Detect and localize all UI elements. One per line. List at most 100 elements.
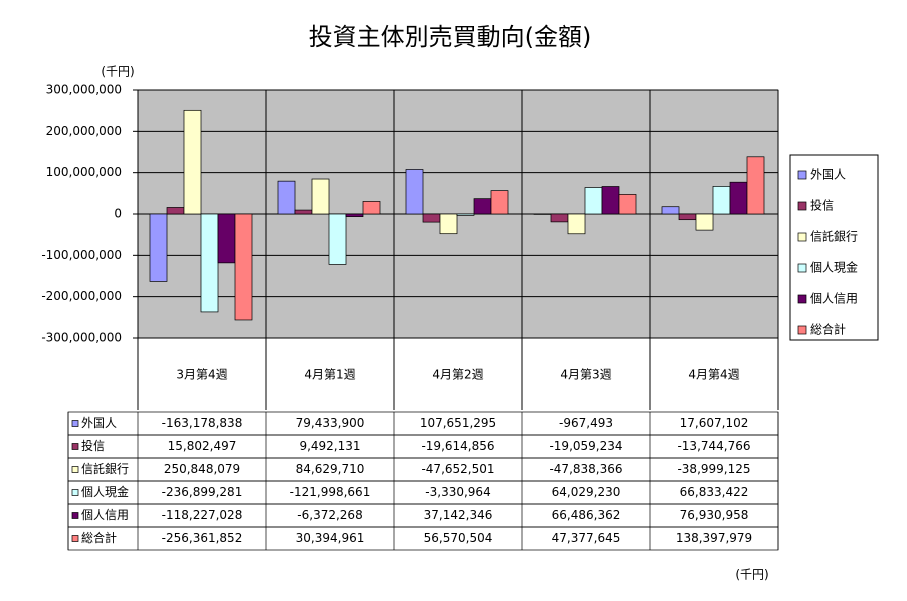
bar [362, 201, 381, 215]
y-tick-label: 200,000,000 [46, 124, 122, 138]
table-cell: 138,397,979 [676, 531, 752, 545]
table-series-name: 外国人 [81, 416, 117, 430]
bar [149, 213, 168, 282]
table-cell: -47,838,366 [549, 462, 622, 476]
y-tick-label: 0 [114, 207, 122, 221]
bar [456, 213, 475, 216]
legend-swatch [797, 170, 807, 180]
x-tick-label: 4月第1週 [304, 368, 355, 382]
table-cell: 47,377,645 [552, 531, 621, 545]
table-cell: -163,178,838 [162, 416, 243, 430]
table-cell: 66,833,422 [680, 485, 749, 499]
legend-label: 外国人 [810, 168, 846, 182]
legend-swatch [797, 263, 807, 273]
table-cell: -13,744,766 [677, 439, 750, 453]
y-unit: (千円) [101, 65, 134, 79]
bar [661, 206, 680, 215]
legend-label: 投信 [810, 198, 834, 213]
table-series-name: 信託銀行 [81, 461, 129, 476]
table-cell: 79,433,900 [296, 416, 365, 430]
table-cell: 107,651,295 [420, 416, 496, 430]
chart-title: 投資主体別売買動向(金額) [309, 23, 592, 51]
table-cell: 76,930,958 [680, 508, 749, 522]
table-cell: 66,486,362 [552, 508, 621, 522]
x-tick-label: 4月第4週 [688, 368, 739, 382]
table-legend-key [71, 466, 79, 473]
table-cell: -38,999,125 [677, 462, 750, 476]
table-cell: 37,142,346 [424, 508, 493, 522]
bar [550, 213, 569, 223]
bar [200, 213, 219, 313]
table-legend-key [71, 420, 79, 427]
bar [217, 213, 236, 264]
y-tick-label: 300,000,000 [46, 83, 122, 97]
bar [678, 213, 697, 221]
bar [729, 181, 748, 215]
table-cell: -121,998,661 [290, 485, 371, 499]
bar [328, 213, 347, 265]
bar [712, 186, 731, 215]
table-cell: -236,899,281 [162, 485, 243, 499]
table-cell: -19,059,234 [549, 439, 622, 453]
bar [166, 207, 185, 215]
table-cell: 15,802,497 [168, 439, 237, 453]
table-cell: 250,848,079 [164, 462, 240, 476]
bar [294, 209, 313, 215]
table-cell: -6,372,268 [297, 508, 362, 522]
bar [695, 213, 714, 231]
bar [746, 156, 765, 215]
bar [584, 187, 603, 215]
bar [422, 213, 441, 223]
table-cell: 9,492,131 [299, 439, 360, 453]
table-legend-key [71, 443, 79, 450]
y-tick-label: -200,000,000 [41, 289, 122, 303]
table-cell: 30,394,961 [296, 531, 365, 545]
legend-swatch [797, 232, 807, 242]
table-series-name: 個人現金 [81, 484, 129, 499]
legend-label: 信託銀行 [810, 229, 858, 244]
y-tick-label: -300,000,000 [41, 331, 122, 345]
table-legend-key [71, 489, 79, 496]
table-series-name: 個人信用 [81, 508, 129, 522]
legend-label: 個人信用 [810, 292, 858, 306]
bar [405, 169, 424, 215]
legend-label: 総合計 [810, 322, 846, 337]
legend-swatch [797, 294, 807, 304]
table-cell: -19,614,856 [421, 439, 494, 453]
bar [473, 198, 492, 215]
table-cell: -118,227,028 [162, 508, 243, 522]
table-cell: -47,652,501 [421, 462, 494, 476]
table-cell: 17,607,102 [680, 416, 749, 430]
table-cell: -3,330,964 [425, 485, 490, 499]
bar [311, 178, 330, 215]
bar [601, 186, 620, 215]
bar [618, 194, 637, 215]
x-tick-label: 3月第4週 [176, 368, 227, 382]
bar [567, 213, 586, 235]
table-legend-key [71, 535, 79, 542]
y-tick-label: 100,000,000 [46, 165, 122, 179]
legend-swatch [797, 201, 807, 211]
table-cell: 64,029,230 [552, 485, 621, 499]
bar [277, 180, 296, 215]
bar [490, 190, 509, 215]
table-cell: -256,361,852 [162, 531, 243, 545]
bar [234, 213, 253, 321]
x-tick-label: 4月第2週 [432, 368, 483, 382]
table-cell: 84,629,710 [296, 462, 365, 476]
table-cell: -967,493 [559, 416, 613, 430]
bar [439, 213, 458, 235]
table-unit: (千円) [735, 568, 768, 582]
table-series-name: 投信 [81, 438, 105, 453]
y-tick-label: -100,000,000 [41, 248, 122, 262]
legend [789, 154, 879, 341]
legend-label: 個人現金 [810, 260, 858, 275]
table-series-name: 総合計 [81, 530, 117, 545]
x-tick-label: 4月第3週 [560, 368, 611, 382]
table-legend-key [71, 512, 79, 519]
legend-swatch [797, 325, 807, 335]
bar [183, 109, 202, 215]
bar [345, 213, 364, 217]
table-cell: 56,570,504 [424, 531, 493, 545]
